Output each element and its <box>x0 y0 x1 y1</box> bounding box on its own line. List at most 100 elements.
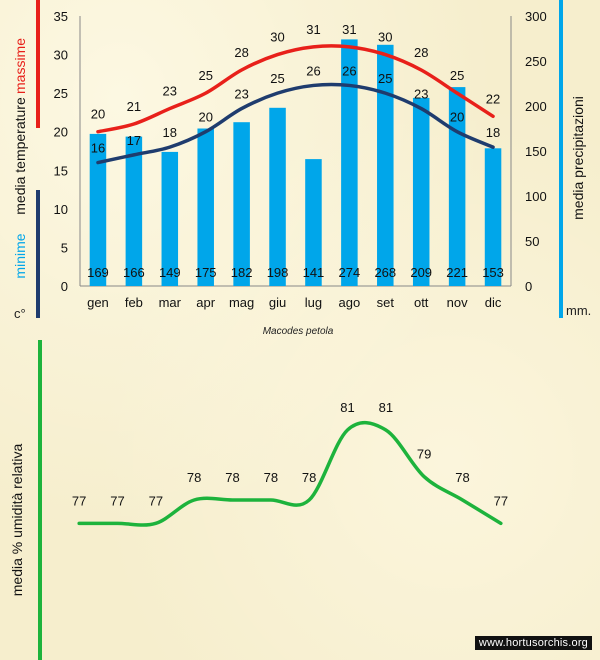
precipitation-bar <box>125 136 143 286</box>
massime-data-label: 21 <box>127 99 141 114</box>
humidity-data-label: 78 <box>455 470 469 485</box>
left-axis-tick: 30 <box>54 48 68 63</box>
right-axis-tick: 0 <box>525 279 532 294</box>
precipitation-data-label: 182 <box>231 265 253 280</box>
precipitation-data-label: 221 <box>446 265 468 280</box>
minime-data-label: 18 <box>486 125 500 140</box>
precipitation-bar <box>269 107 286 286</box>
left-axis-tick: 0 <box>61 279 68 294</box>
right-axis-tick: 300 <box>525 9 547 24</box>
species-label: Macodes petola <box>263 326 334 337</box>
precipitation-bar <box>377 44 394 286</box>
x-axis-tick: dic <box>485 295 502 310</box>
left-axis-tick: 25 <box>54 86 68 101</box>
precipitation-bar <box>341 39 358 287</box>
right-axis-tick: 100 <box>525 189 547 204</box>
left-axis-label-massime: massime <box>12 38 28 94</box>
humidity-data-label: 78 <box>187 470 201 485</box>
humidity-data-label: 78 <box>264 470 278 485</box>
minime-line <box>96 82 495 165</box>
humidity-data-label: 77 <box>149 493 163 508</box>
precipitation-bar <box>484 148 502 286</box>
minime-data-label: 23 <box>414 87 428 102</box>
minime-data-label: 25 <box>378 71 392 86</box>
precipitation-data-label: 153 <box>482 265 504 280</box>
massime-data-label: 30 <box>378 30 392 45</box>
massime-data-label: 28 <box>414 45 428 60</box>
massime-data-label: 22 <box>486 91 500 106</box>
precipitation-bar <box>161 151 179 286</box>
minime-data-label: 23 <box>234 87 248 102</box>
precipitation-data-label: 274 <box>339 265 361 280</box>
left-unit-label: c° <box>14 306 26 321</box>
humidity-data-label: 77 <box>110 493 124 508</box>
x-axis-tick: set <box>377 295 395 310</box>
precipitation-data-label: 209 <box>410 265 432 280</box>
precipitation-data-label: 268 <box>374 265 396 280</box>
left-axis-label-minime: minime <box>12 233 28 278</box>
precipitation-bar <box>448 87 466 286</box>
precipitation-data-label: 149 <box>159 265 181 280</box>
right-axis-tick: 50 <box>525 234 539 249</box>
precipitation-bar <box>412 97 430 287</box>
right-unit-label: mm. <box>566 303 591 318</box>
left-axis-tick: 35 <box>54 9 68 24</box>
massime-data-label: 31 <box>342 22 356 37</box>
x-axis-tick: nov <box>447 295 468 310</box>
left-axis-label-temperature: media temperature <box>12 97 28 215</box>
humidity-data-label: 78 <box>302 470 316 485</box>
minime-data-label: 25 <box>270 71 284 86</box>
humidity-data-label: 77 <box>72 493 86 508</box>
x-axis-tick: ago <box>339 295 361 310</box>
massime-data-label: 25 <box>450 68 464 83</box>
minime-data-label: 18 <box>163 125 177 140</box>
massime-data-label: 28 <box>234 45 248 60</box>
x-axis-tick: giu <box>269 295 286 310</box>
x-axis-tick: mar <box>159 295 182 310</box>
humidity-axis-label: media % umidità relativa <box>9 444 25 597</box>
minime-data-label: 26 <box>306 63 320 78</box>
precipitation-data-label: 141 <box>303 265 325 280</box>
left-axis-tick: 15 <box>54 163 68 178</box>
x-axis-tick: mag <box>229 295 254 310</box>
x-axis-tick: ott <box>414 295 429 310</box>
precipitation-bar <box>197 128 214 286</box>
left-axis-tick: 5 <box>61 240 68 255</box>
minime-data-label: 16 <box>91 141 105 156</box>
massime-data-label: 30 <box>270 30 284 45</box>
massime-line <box>96 44 495 134</box>
humidity-data-label: 79 <box>417 447 431 462</box>
precipitation-data-label: 166 <box>123 265 145 280</box>
minime-data-label: 20 <box>198 110 212 125</box>
precipitation-bar <box>89 133 107 286</box>
humidity-data-label: 78 <box>225 470 239 485</box>
x-axis-tick: apr <box>196 295 215 310</box>
left-axis-tick: 10 <box>54 202 68 217</box>
x-axis-tick: feb <box>125 295 143 310</box>
right-axis-tick: 250 <box>525 54 547 69</box>
minime-data-label: 20 <box>450 110 464 125</box>
right-axis-tick: 150 <box>525 144 547 159</box>
precipitation-data-label: 169 <box>87 265 109 280</box>
precipitation-bar <box>233 122 250 286</box>
site-credit: www.hortusorchis.org <box>474 636 592 650</box>
humidity-data-label: 81 <box>379 400 393 415</box>
massime-data-label: 20 <box>91 107 105 122</box>
minime-data-label: 26 <box>342 63 356 78</box>
massime-data-label: 25 <box>198 68 212 83</box>
precipitation-data-label: 198 <box>267 265 289 280</box>
right-axis-tick: 200 <box>525 99 547 114</box>
minime-data-label: 17 <box>127 133 141 148</box>
precipitation-bar <box>305 159 322 286</box>
humidity-data-label: 81 <box>340 400 354 415</box>
precipitation-data-label: 175 <box>195 265 217 280</box>
x-axis-tick: gen <box>87 295 109 310</box>
right-axis-label: media precipitazioni <box>570 96 586 220</box>
humidity-line <box>77 420 503 527</box>
massime-data-label: 23 <box>163 84 177 99</box>
left-axis-tick: 20 <box>54 125 68 140</box>
humidity-data-label: 77 <box>494 493 508 508</box>
massime-data-label: 31 <box>306 22 320 37</box>
